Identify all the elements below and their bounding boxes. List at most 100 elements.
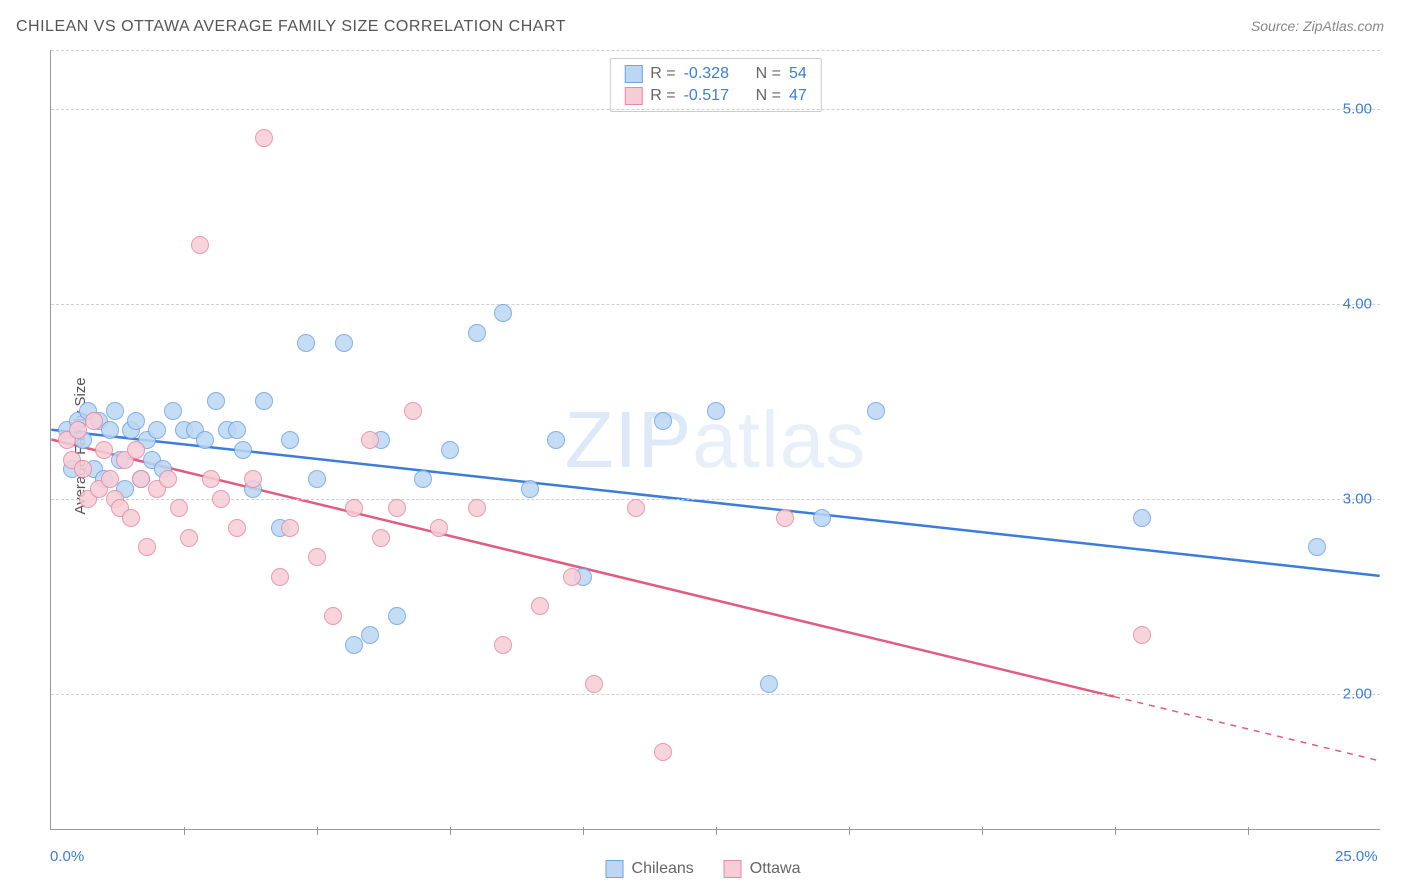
data-point-ottawa — [191, 236, 209, 254]
data-point-ottawa — [654, 743, 672, 761]
x-tick-label: 0.0% — [50, 848, 84, 865]
data-point-chileans — [308, 470, 326, 488]
stats-n-label: N = — [756, 65, 781, 83]
data-point-chileans — [234, 441, 252, 459]
data-point-chileans — [1308, 538, 1326, 556]
stats-r-value: -0.517 — [684, 87, 748, 105]
data-point-ottawa — [159, 470, 177, 488]
y-tick-label: 2.00 — [1343, 685, 1372, 702]
x-tick-mark — [1115, 827, 1116, 835]
gridline-h — [51, 694, 1380, 695]
data-point-chileans — [164, 402, 182, 420]
data-point-chileans — [388, 607, 406, 625]
data-point-ottawa — [531, 597, 549, 615]
stats-r-label: R = — [650, 87, 675, 105]
stats-n-value: 54 — [789, 65, 807, 83]
data-point-ottawa — [228, 519, 246, 537]
data-point-chileans — [281, 431, 299, 449]
data-point-ottawa — [585, 675, 603, 693]
x-tick-mark — [849, 827, 850, 835]
x-tick-mark — [583, 827, 584, 835]
stats-r-value: -0.328 — [684, 65, 748, 83]
watermark-bold: ZIP — [565, 395, 692, 484]
gridline-h — [51, 499, 1380, 500]
data-point-chileans — [813, 509, 831, 527]
data-point-ottawa — [101, 470, 119, 488]
gridline-h — [51, 304, 1380, 305]
data-point-chileans — [106, 402, 124, 420]
data-point-chileans — [654, 412, 672, 430]
data-point-ottawa — [271, 568, 289, 586]
legend-item-ottawa: Ottawa — [724, 860, 801, 878]
swatch-ottawa — [624, 87, 642, 105]
data-point-ottawa — [138, 538, 156, 556]
stats-row-chileans: R = -0.328 N = 54 — [624, 63, 806, 85]
data-point-chileans — [494, 304, 512, 322]
data-point-chileans — [297, 334, 315, 352]
data-point-ottawa — [361, 431, 379, 449]
x-tick-label: 25.0% — [1335, 848, 1378, 865]
data-point-ottawa — [372, 529, 390, 547]
data-point-chileans — [335, 334, 353, 352]
data-point-ottawa — [69, 421, 87, 439]
data-point-chileans — [468, 324, 486, 342]
swatch-chileans — [606, 860, 624, 878]
data-point-chileans — [148, 421, 166, 439]
source-label: Source: — [1251, 18, 1303, 34]
source-site: ZipAtlas.com — [1303, 18, 1384, 34]
swatch-ottawa — [724, 860, 742, 878]
data-point-ottawa — [1133, 626, 1151, 644]
gridline-h — [51, 50, 1380, 51]
stats-r-label: R = — [650, 65, 675, 83]
legend-item-chileans: Chileans — [606, 860, 694, 878]
data-point-ottawa — [85, 412, 103, 430]
data-point-ottawa — [122, 509, 140, 527]
data-point-chileans — [345, 636, 363, 654]
stats-legend-box: R = -0.328 N = 54 R = -0.517 N = 47 — [609, 58, 821, 112]
data-point-ottawa — [202, 470, 220, 488]
data-point-ottawa — [95, 441, 113, 459]
data-point-ottawa — [776, 509, 794, 527]
stats-n-label: N = — [756, 87, 781, 105]
y-tick-label: 3.00 — [1343, 490, 1372, 507]
data-point-chileans — [867, 402, 885, 420]
swatch-chileans — [624, 65, 642, 83]
data-point-ottawa — [127, 441, 145, 459]
regression-line-ottawa-dashed — [1114, 697, 1380, 761]
chart-title: CHILEAN VS OTTAWA AVERAGE FAMILY SIZE CO… — [16, 18, 566, 36]
data-point-ottawa — [494, 636, 512, 654]
data-point-ottawa — [180, 529, 198, 547]
data-point-ottawa — [627, 499, 645, 517]
stats-n-value: 47 — [789, 87, 807, 105]
data-point-ottawa — [563, 568, 581, 586]
data-point-chileans — [760, 675, 778, 693]
source-attribution: Source: ZipAtlas.com — [1251, 18, 1384, 34]
x-tick-mark — [1248, 827, 1249, 835]
data-point-ottawa — [212, 490, 230, 508]
data-point-ottawa — [170, 499, 188, 517]
legend-label: Chileans — [632, 860, 694, 878]
data-point-chileans — [207, 392, 225, 410]
x-tick-mark — [716, 827, 717, 835]
data-point-chileans — [361, 626, 379, 644]
data-point-ottawa — [74, 460, 92, 478]
data-point-chileans — [441, 441, 459, 459]
x-tick-mark — [982, 827, 983, 835]
x-tick-mark — [317, 827, 318, 835]
data-point-ottawa — [281, 519, 299, 537]
data-point-ottawa — [308, 548, 326, 566]
data-point-chileans — [414, 470, 432, 488]
data-point-chileans — [547, 431, 565, 449]
stats-row-ottawa: R = -0.517 N = 47 — [624, 85, 806, 107]
data-point-ottawa — [255, 129, 273, 147]
data-point-ottawa — [244, 470, 262, 488]
data-point-ottawa — [345, 499, 363, 517]
data-point-chileans — [196, 431, 214, 449]
x-tick-mark — [184, 827, 185, 835]
y-tick-label: 5.00 — [1343, 100, 1372, 117]
legend-bottom: Chileans Ottawa — [606, 860, 801, 878]
data-point-ottawa — [404, 402, 422, 420]
data-point-chileans — [707, 402, 725, 420]
data-point-ottawa — [468, 499, 486, 517]
x-tick-mark — [450, 827, 451, 835]
